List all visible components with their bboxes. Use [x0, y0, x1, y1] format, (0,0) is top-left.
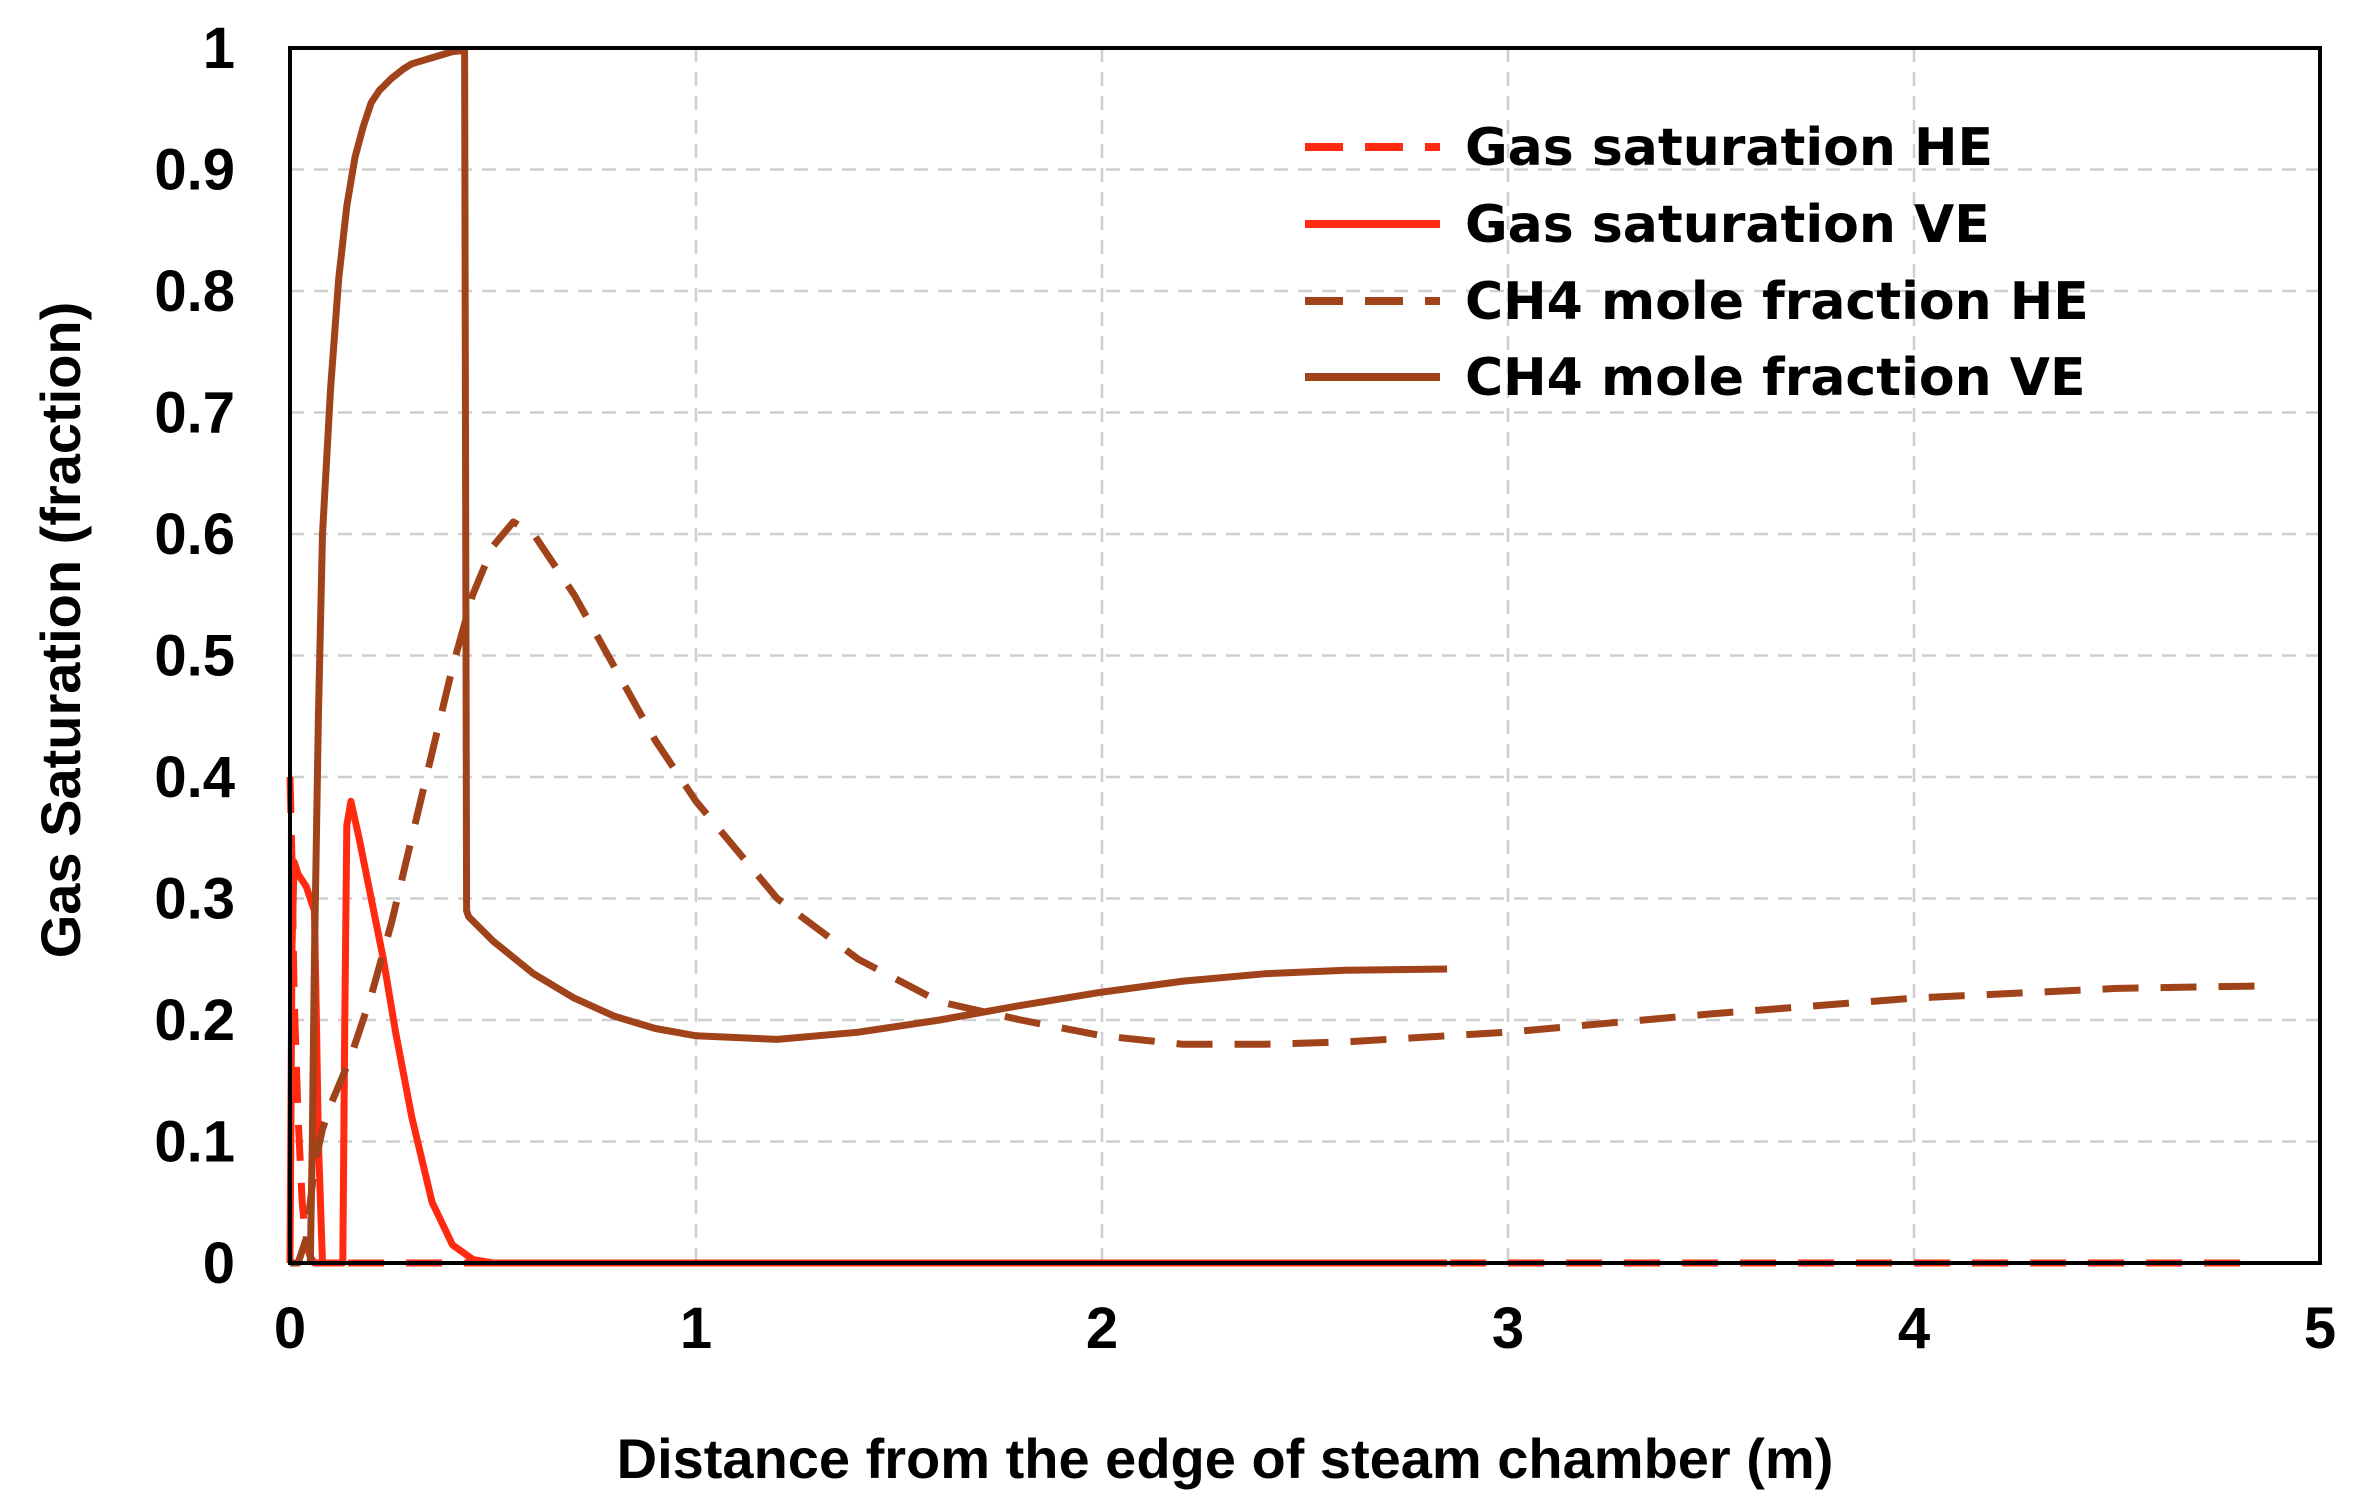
- x-tick-label: 0: [274, 1296, 306, 1361]
- x-tick-label: 2: [1086, 1296, 1118, 1361]
- legend: Gas saturation HE Gas saturation VE CH4 …: [1305, 118, 2089, 408]
- y-tick-label: 0.7: [154, 381, 235, 446]
- y-tick-label: 0: [203, 1231, 235, 1296]
- x-tick-label: 5: [2304, 1296, 2336, 1361]
- series-line-ch4-mole-fraction-he: [290, 518, 2260, 1267]
- x-tick-label: 4: [1898, 1296, 1930, 1361]
- plot-frame: [288, 46, 2322, 1265]
- y-axis-title: Gas Saturation (fraction): [29, 302, 92, 959]
- y-tick-label: 0.1: [154, 1110, 235, 1175]
- x-tick-label: 1: [680, 1296, 712, 1361]
- legend-label-ch4-mole-fraction-he: CH4 mole fraction HE: [1465, 272, 2089, 332]
- y-tick-label: 1: [203, 16, 235, 81]
- series-line-gas-saturation-ve: [286, 797, 1448, 1267]
- y-tick-label: 0.5: [154, 624, 235, 689]
- legend-label-gas-saturation-ve: Gas saturation VE: [1465, 195, 1990, 255]
- y-tick-label: 0.2: [154, 988, 235, 1053]
- y-tick-label: 0.4: [154, 745, 235, 810]
- y-tick-label: 0.6: [154, 502, 235, 567]
- y-tick-label: 0.8: [154, 259, 235, 324]
- tick-labels: 0 1 2 3 4 5 0 0.1 0.2 0.3 0.4 0.5 0.6 0.7 0.8 0.9 1: [154, 16, 2336, 1361]
- legend-label-ch4-mole-fraction-ve: CH4 mole fraction VE: [1465, 348, 2086, 408]
- x-axis-title: Distance from the edge of steam chamber …: [617, 1427, 1834, 1490]
- series-line-ch4-mole-fraction-ve: [306, 46, 1448, 1264]
- y-tick-label: 0.3: [154, 867, 235, 932]
- legend-label-gas-saturation-he: Gas saturation HE: [1465, 118, 1993, 178]
- x-tick-label: 3: [1492, 1296, 1524, 1361]
- y-tick-label: 0.9: [154, 138, 235, 203]
